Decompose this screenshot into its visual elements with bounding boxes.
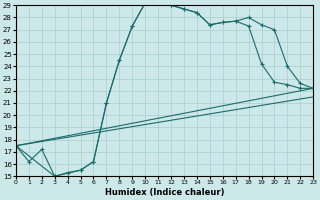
X-axis label: Humidex (Indice chaleur): Humidex (Indice chaleur) xyxy=(105,188,224,197)
